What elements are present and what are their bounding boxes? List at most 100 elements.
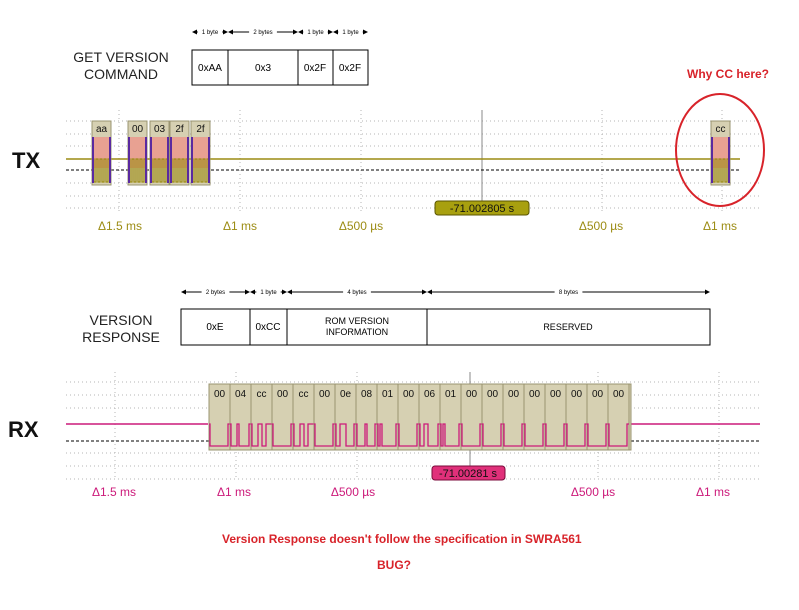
rx-byte-label: 00 (592, 389, 604, 400)
tx-byte-waveform (711, 158, 730, 183)
rx-byte-waveform (608, 423, 629, 447)
rx-byte-label: 01 (445, 389, 457, 400)
rx-byte-waveform (251, 423, 272, 447)
tx-time-label: Δ500 µs (339, 219, 383, 233)
rx-time-label: Δ500 µs (571, 485, 615, 499)
footer-bug-statement: Version Response doesn't follow the spec… (222, 532, 582, 546)
rx-byte-waveform (293, 423, 314, 447)
rx-byte-label: 00 (403, 389, 415, 400)
version-response-arrowhead (427, 289, 432, 295)
tx-time-label: Δ1 ms (703, 219, 737, 233)
rx-byte-label: 04 (235, 389, 247, 400)
get-version-arrowhead (293, 29, 298, 35)
version-response-title-line1: VERSION (89, 312, 153, 328)
tx-byte-label: 00 (132, 124, 144, 135)
rx-byte-label: cc (257, 389, 267, 400)
tx-marker-value: -71.002805 s (450, 203, 515, 215)
version-response-arrowhead (422, 289, 427, 295)
tx-byte-waveform (150, 158, 169, 183)
tx-byte: 2f (190, 120, 211, 186)
rx-byte-waveform (230, 423, 251, 447)
rx-time-label: Δ1 ms (217, 485, 251, 499)
rx-byte-waveform (587, 423, 608, 447)
why-cc-annotation: Why CC here? (687, 67, 770, 81)
rx-time-label: Δ1.5 ms (92, 485, 136, 499)
get-version-field-1: 0x3 (255, 63, 272, 74)
tx-byte: cc (710, 120, 731, 186)
rx-byte-label: 00 (571, 389, 583, 400)
version-response-size-label: 2 bytes (206, 290, 225, 296)
version-response-arrowhead (250, 289, 255, 295)
rx-time-marker: -71.00281 s (431, 465, 506, 481)
rx-byte-label: 00 (319, 389, 331, 400)
rx-byte-frames: 00 04 cc 00 cc 00 0e 08 01 00 06 01 00 00 00 00 00 00 00 00 (208, 383, 632, 451)
version-response-title: VERSION RESPONSE (66, 312, 176, 346)
tx-byte-waveform (170, 158, 189, 183)
version-response-field-0: 0xE (206, 322, 224, 333)
tx-time-label: Δ1 ms (223, 219, 257, 233)
tx-byte: 00 (127, 120, 148, 186)
tx-byte: 2f (169, 120, 190, 186)
version-response-field-2b: INFORMATION (326, 327, 388, 337)
version-response-arrowhead (282, 289, 287, 295)
version-response-size-label: 4 bytes (347, 290, 366, 296)
rx-byte-waveform (209, 423, 230, 447)
get-version-field-3: 0x2F (339, 63, 361, 74)
version-response-arrowhead (245, 289, 250, 295)
tx-byte-label: 2f (175, 124, 184, 135)
version-response-size-labels: 2 bytes 1 byte 4 bytes 8 bytes (201, 287, 583, 296)
get-version-arrowhead (192, 29, 197, 35)
version-response-field-2a: ROM VERSION (325, 316, 389, 326)
rx-marker-badge (431, 465, 506, 481)
version-response-size-label-bg (343, 287, 371, 296)
rx-channel-label: RX (8, 417, 39, 442)
tx-trace-area: aa 00 03 2f 2f cc -71.002805 s Δ1.5 ms Δ1 ms Δ5… (66, 110, 760, 233)
tx-time-labels: Δ1.5 ms Δ1 ms Δ500 µs Δ500 µs Δ1 ms (98, 219, 737, 233)
get-version-field-2: 0x2F (304, 63, 326, 74)
tx-time-label: Δ500 µs (579, 219, 623, 233)
version-response-size-label-bg (201, 287, 230, 296)
version-response-arrowhead (181, 289, 186, 295)
get-version-size-label-bg (303, 27, 328, 36)
rx-time-label: Δ1 ms (696, 485, 730, 499)
get-version-size-label: 2 bytes (253, 30, 272, 36)
rx-byte-label: 00 (508, 389, 520, 400)
get-version-arrowhead (333, 29, 338, 35)
rx-byte-waveform (545, 423, 566, 447)
tx-byte-label: aa (96, 124, 108, 135)
version-response-size-label: 8 bytes (559, 290, 578, 296)
rx-byte-waveform (566, 423, 587, 447)
tx-byte-label: 2f (196, 124, 205, 135)
get-version-size-label: 1 byte (307, 30, 324, 36)
version-response-field-1: 0xCC (255, 322, 280, 333)
get-version-size-labels: 1 byte 2 bytes 1 byte 1 byte (197, 27, 363, 36)
version-response-size-label: 1 byte (260, 290, 277, 296)
get-version-size-label: 1 byte (342, 30, 359, 36)
rx-byte-label: 06 (424, 389, 436, 400)
get-version-arrowhead (363, 29, 368, 35)
rx-byte-waveform (524, 423, 545, 447)
rx-byte-label: 08 (361, 389, 373, 400)
rx-time-labels: Δ1.5 ms Δ1 ms Δ500 µs Δ500 µs Δ1 ms (92, 485, 730, 499)
tx-byte-frames: aa 00 03 2f 2f cc (91, 120, 731, 186)
get-version-frame (191, 49, 369, 86)
rx-byte-waveform (335, 423, 356, 447)
rx-byte-waveform (314, 423, 335, 447)
rx-time-label: Δ500 µs (331, 485, 375, 499)
cc-highlight-circle (675, 93, 765, 207)
footer-bug-question: BUG? (377, 558, 411, 572)
tx-byte-waveform (191, 158, 210, 183)
tx-channel-label: TX (12, 148, 41, 173)
get-version-arrowhead (298, 29, 303, 35)
tx-time-label: Δ1.5 ms (98, 219, 142, 233)
tx-byte: aa (91, 120, 112, 186)
rx-byte-waveform (440, 423, 461, 447)
get-version-title-line1: GET VERSION (73, 49, 169, 65)
tx-marker-badge (434, 200, 530, 216)
rx-byte-waveform (398, 423, 419, 447)
rx-trace-area: 00 04 cc 00 cc 00 0e 08 01 00 06 01 00 00 00 00 00 00 00 00… (66, 372, 760, 499)
rx-byte-waveform (356, 423, 377, 447)
rx-byte-waveform (482, 423, 503, 447)
rx-byte: 00 (607, 383, 630, 451)
